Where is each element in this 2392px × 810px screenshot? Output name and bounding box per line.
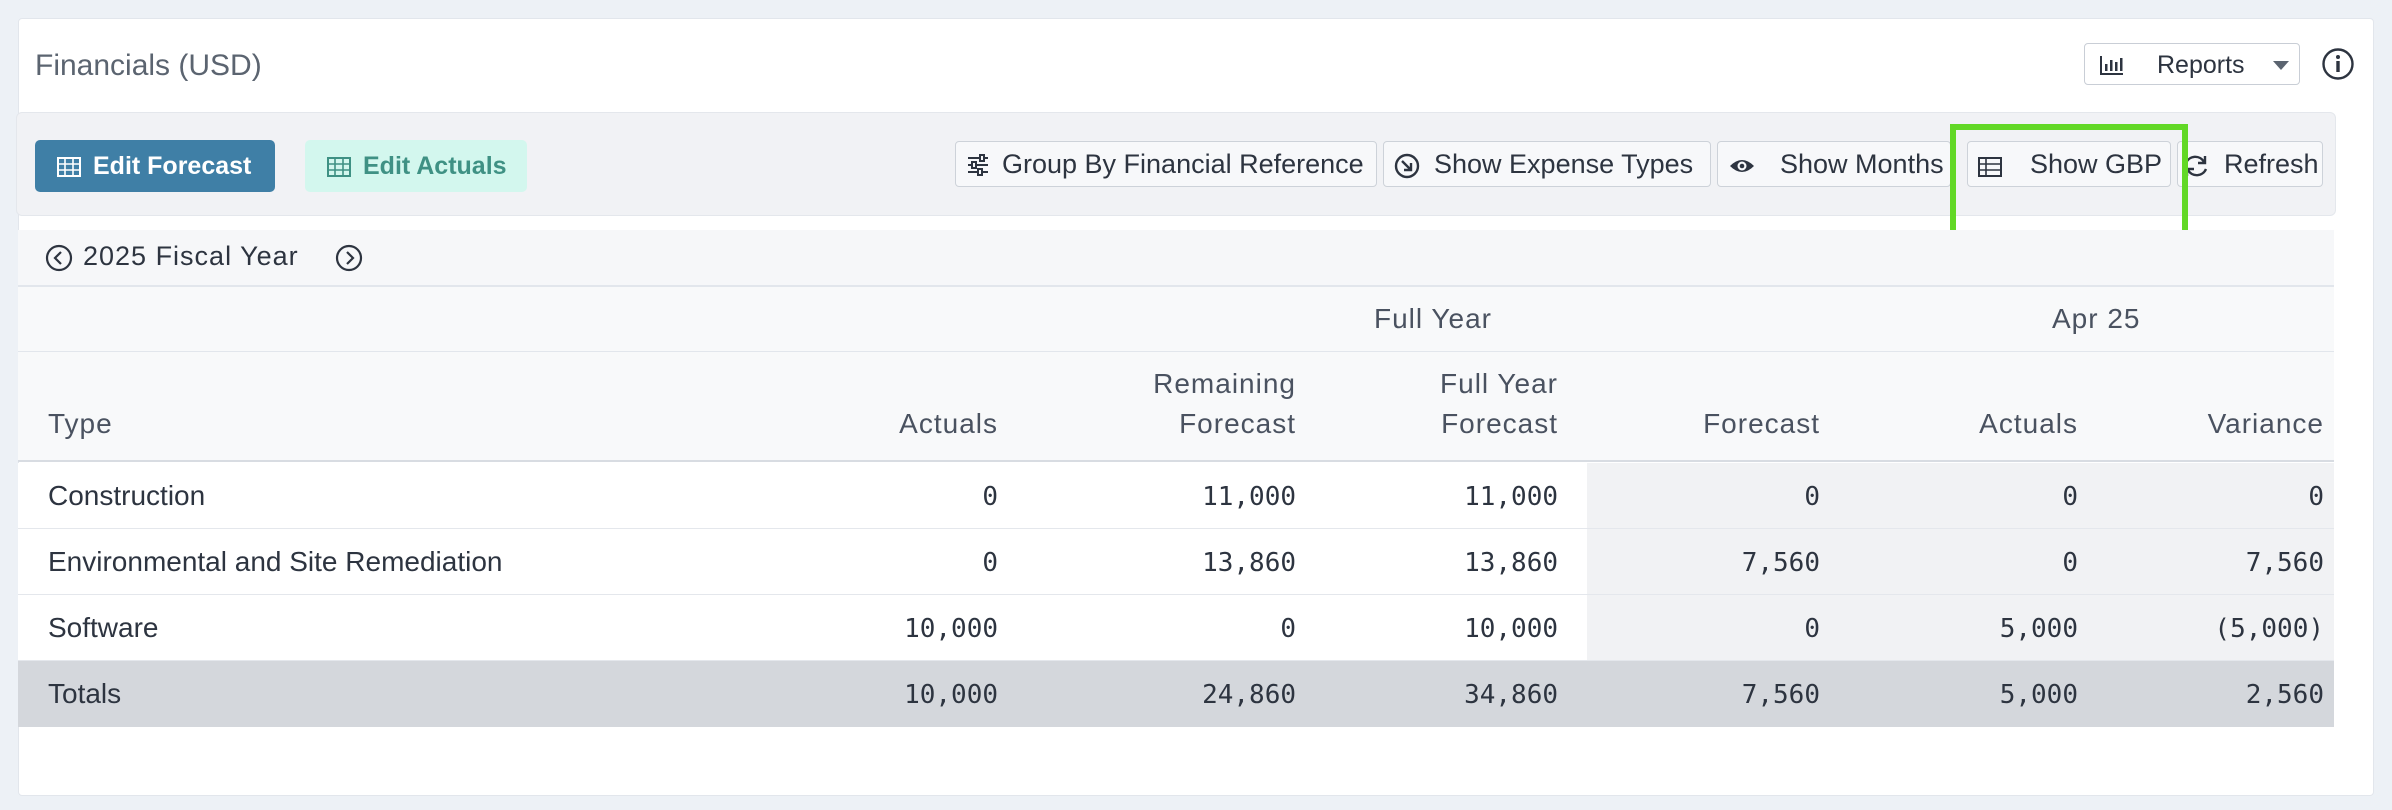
col-fy-line2: Forecast xyxy=(1441,408,1558,439)
chevron-left-icon[interactable] xyxy=(45,244,73,277)
column-header-row: Type Actuals Remaining Forecast Full Yea… xyxy=(18,352,2334,462)
refresh-label: Refresh xyxy=(2224,149,2319,179)
cell-full-year: 13,860 xyxy=(1464,548,1558,578)
edit-forecast-label: Edit Forecast xyxy=(93,152,252,180)
cell-month-actuals: 0 xyxy=(2062,548,2078,578)
refresh-button[interactable]: Refresh xyxy=(2177,141,2323,187)
reports-label: Reports xyxy=(2157,51,2245,79)
table-icon xyxy=(327,155,351,184)
cell-forecast: 7,560 xyxy=(1741,548,1820,578)
cell-actuals: 10,000 xyxy=(904,614,998,644)
edit-forecast-button[interactable]: Edit Forecast xyxy=(35,140,275,192)
toolbar: Edit Forecast Edit Actuals Group By Fina… xyxy=(16,112,2336,216)
col-type[interactable]: Type xyxy=(48,408,113,439)
col-month-actuals[interactable]: Actuals xyxy=(1979,408,2078,439)
group-full-year: Full Year xyxy=(1374,303,1492,334)
cell-actuals: 0 xyxy=(982,548,998,578)
edit-actuals-button[interactable]: Edit Actuals xyxy=(305,140,527,192)
cell-remaining: 0 xyxy=(1280,614,1296,644)
cell-forecast: 0 xyxy=(1804,614,1820,644)
cell-forecast: 0 xyxy=(1804,482,1820,512)
total-remaining: 24,860 xyxy=(1202,680,1296,710)
sliders-icon xyxy=(966,153,990,184)
cell-remaining: 13,860 xyxy=(1202,548,1296,578)
row-shade xyxy=(1587,529,2334,594)
show-months-button[interactable]: Show Months xyxy=(1717,141,1951,187)
col-actuals[interactable]: Actuals xyxy=(899,408,998,439)
cell-type: Software xyxy=(48,612,159,643)
total-month-actuals: 5,000 xyxy=(1999,680,2078,710)
total-forecast: 7,560 xyxy=(1741,680,1820,710)
fiscal-year-label: 2025 Fiscal Year xyxy=(83,241,299,271)
col-variance[interactable]: Variance xyxy=(2207,408,2324,439)
row-shade xyxy=(1587,595,2334,660)
reports-dropdown[interactable]: Reports xyxy=(2084,43,2300,85)
eye-icon xyxy=(1728,153,1756,184)
table-icon xyxy=(57,155,81,184)
cell-variance: 0 xyxy=(2308,482,2324,512)
cell-full-year: 10,000 xyxy=(1464,614,1558,644)
cell-full-year: 11,000 xyxy=(1464,482,1558,512)
show-expense-types-label: Show Expense Types xyxy=(1434,149,1694,179)
total-actuals: 10,000 xyxy=(904,680,998,710)
col-remaining-forecast[interactable]: Remaining Forecast xyxy=(1018,364,1296,444)
cell-variance: (5,000) xyxy=(2214,614,2324,644)
col-forecast[interactable]: Forecast xyxy=(1703,408,1820,439)
show-expense-types-button[interactable]: Show Expense Types xyxy=(1383,141,1711,187)
arrow-circle-icon xyxy=(1394,153,1420,186)
col-fy-line1: Full Year xyxy=(1440,368,1558,399)
chevron-right-icon[interactable] xyxy=(335,244,363,277)
col-full-year-forecast[interactable]: Full Year Forecast xyxy=(1298,364,1558,444)
total-variance: 2,560 xyxy=(2245,680,2324,710)
show-gbp-button[interactable]: Show GBP xyxy=(1967,141,2171,187)
cell-actuals: 0 xyxy=(982,482,998,512)
refresh-icon xyxy=(2182,153,2210,186)
cell-type: Environmental and Site Remediation xyxy=(48,546,503,577)
cell-type: Totals xyxy=(48,678,122,709)
chevron-down-icon xyxy=(2273,61,2289,70)
cell-remaining: 11,000 xyxy=(1202,482,1296,512)
table-row[interactable]: Software 10,000 0 10,000 0 5,000 (5,000) xyxy=(18,595,2334,661)
group-by-financial-reference-button[interactable]: Group By Financial Reference xyxy=(955,141,1377,187)
group-apr-25: Apr 25 xyxy=(2052,303,2141,334)
row-shade xyxy=(1587,463,2334,528)
total-full-year: 34,860 xyxy=(1464,680,1558,710)
cell-type: Construction xyxy=(48,480,206,511)
group-by-label: Group By Financial Reference xyxy=(1002,149,1364,179)
card-title: Financials (USD) xyxy=(35,49,262,82)
cell-month-actuals: 0 xyxy=(2062,482,2078,512)
totals-row: Totals 10,000 24,860 34,860 7,560 5,000 … xyxy=(18,661,2334,727)
bar-chart-icon xyxy=(2099,54,2125,83)
show-gbp-label: Show GBP xyxy=(2030,149,2163,179)
info-icon[interactable] xyxy=(2321,47,2355,86)
table-row[interactable]: Construction 0 11,000 11,000 0 0 0 xyxy=(18,463,2334,529)
cell-month-actuals: 5,000 xyxy=(1999,614,2078,644)
show-months-label: Show Months xyxy=(1780,149,1944,179)
fiscal-year-bar: 2025 Fiscal Year xyxy=(18,230,2334,286)
edit-actuals-label: Edit Actuals xyxy=(363,152,507,180)
group-header-row: Full Year Apr 25 xyxy=(18,286,2334,352)
col-remaining-line1: Remaining xyxy=(1153,368,1296,399)
col-remaining-line2: Forecast xyxy=(1179,408,1296,439)
table-row[interactable]: Environmental and Site Remediation 0 13,… xyxy=(18,529,2334,595)
cell-variance: 7,560 xyxy=(2245,548,2324,578)
table-icon xyxy=(1978,153,2002,184)
